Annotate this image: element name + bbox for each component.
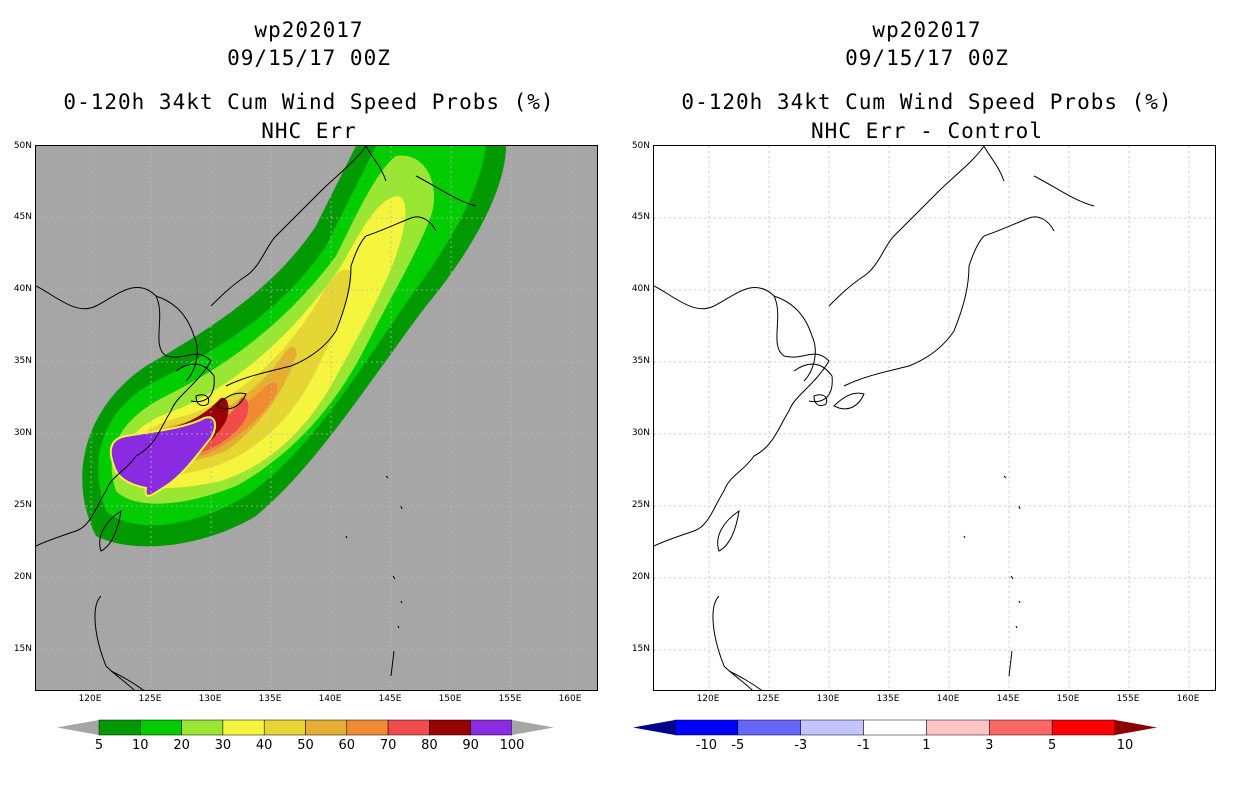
lat-label: 20N (631, 572, 650, 582)
colorbar-swatch (181, 719, 224, 736)
colorbar-swatch (1051, 719, 1116, 736)
colorbar-swatch (926, 719, 990, 736)
lon-label: 155E (1116, 694, 1140, 704)
colorbar-swatch (674, 719, 739, 736)
lon-label: 140E (318, 694, 342, 704)
difference-colorbar (618, 718, 1236, 758)
colorbar-swatch (737, 719, 801, 736)
colorbar-label: 3 (985, 738, 994, 753)
lat-label: 45N (631, 212, 650, 222)
lat-label: 25N (631, 500, 650, 510)
left-panel: wp202017 09/15/17 00Z 0-120h 34kt Cum Wi… (0, 18, 618, 758)
colorbar-swatch (800, 719, 864, 736)
probability-map (35, 145, 598, 691)
colorbar-swatch (863, 719, 927, 736)
colorbar-label: 40 (255, 738, 273, 753)
colorbar-label: -1 (857, 738, 871, 753)
lat-label: 35N (631, 356, 650, 366)
colorbar-label: 70 (379, 738, 397, 753)
lon-label: 145E (378, 694, 402, 704)
lat-label: 30N (631, 428, 650, 438)
coastlines (36, 146, 477, 690)
lon-label: 120E (696, 694, 720, 704)
colorbar-max-arrow (512, 720, 554, 735)
colorbar-min-arrow (633, 720, 675, 735)
lon-label: 130E (816, 694, 840, 704)
lon-label: 125E (756, 694, 780, 704)
colorbar-max-arrow (1115, 720, 1157, 735)
colorbar-label: 80 (421, 738, 438, 753)
colorbar-label: 20 (173, 738, 190, 753)
colorbar-label: 10 (132, 738, 149, 753)
colorbar-label: 5 (1048, 738, 1057, 753)
lat-label: 50N (13, 141, 32, 151)
storm-id: wp202017 (872, 18, 982, 42)
lon-label: 135E (258, 694, 282, 704)
lon-label: 135E (876, 694, 900, 704)
lon-label: 150E (1056, 694, 1080, 704)
colorbar-label: -10 (695, 738, 718, 753)
lat-label: 45N (13, 212, 32, 222)
colorbar-label: -5 (731, 738, 745, 753)
lon-label: 160E (558, 694, 582, 704)
lon-label: 155E (498, 694, 522, 704)
difference-map (653, 145, 1216, 691)
lon-label: 150E (438, 694, 462, 704)
colorbar-swatch (140, 719, 182, 736)
colorbar-label: 100 (499, 738, 525, 753)
lat-label: 15N (13, 644, 32, 654)
lat-label: 20N (13, 572, 32, 582)
lon-label: 130E (198, 694, 222, 704)
colorbar-label: -3 (794, 738, 808, 753)
experiment-title: NHC Err - Control (811, 119, 1043, 143)
colorbar-label: 5 (94, 738, 104, 753)
storm-id: wp202017 (254, 18, 364, 42)
experiment-title: NHC Err (261, 119, 357, 143)
coastlines (654, 146, 1095, 690)
colorbar-min-arrow (57, 720, 99, 735)
colorbar-swatch (263, 719, 306, 736)
forecast-date: 09/15/17 00Z (227, 46, 391, 70)
lat-label: 25N (13, 500, 32, 510)
colorbar-label: 90 (462, 738, 479, 753)
lat-label: 15N (631, 644, 650, 654)
lat-label: 30N (13, 428, 32, 438)
colorbar-swatch (989, 719, 1053, 736)
product-title: 0-120h 34kt Cum Wind Speed Probs (%) (63, 90, 555, 114)
colorbar-swatch (222, 719, 265, 736)
lon-label: 160E (1176, 694, 1200, 704)
colorbar-swatch (470, 719, 513, 736)
probability-colorbar (0, 718, 618, 758)
right-panel: wp202017 09/15/17 00Z 0-120h 34kt Cum Wi… (618, 0, 1236, 800)
colorbar-label: 30 (214, 738, 232, 753)
lat-label: 35N (13, 356, 32, 366)
lat-label: 40N (631, 284, 650, 294)
product-title: 0-120h 34kt Cum Wind Speed Probs (%) (681, 90, 1173, 114)
lon-label: 145E (996, 694, 1020, 704)
colorbar-label: 10 (1116, 738, 1134, 753)
lat-label: 50N (631, 141, 650, 151)
colorbar-swatch (346, 719, 389, 736)
colorbar-swatch (429, 719, 471, 736)
colorbar-swatch (387, 719, 430, 736)
lat-label: 40N (13, 284, 32, 294)
lon-label: 125E (138, 694, 162, 704)
colorbar-label: 60 (338, 738, 356, 753)
forecast-date: 09/15/17 00Z (845, 46, 1009, 70)
lon-label: 120E (78, 694, 102, 704)
colorbar-label: 1 (922, 738, 931, 753)
lon-label: 140E (936, 694, 960, 704)
colorbar-swatch (305, 719, 348, 736)
colorbar-swatch (98, 719, 141, 736)
colorbar-label: 50 (297, 738, 314, 753)
